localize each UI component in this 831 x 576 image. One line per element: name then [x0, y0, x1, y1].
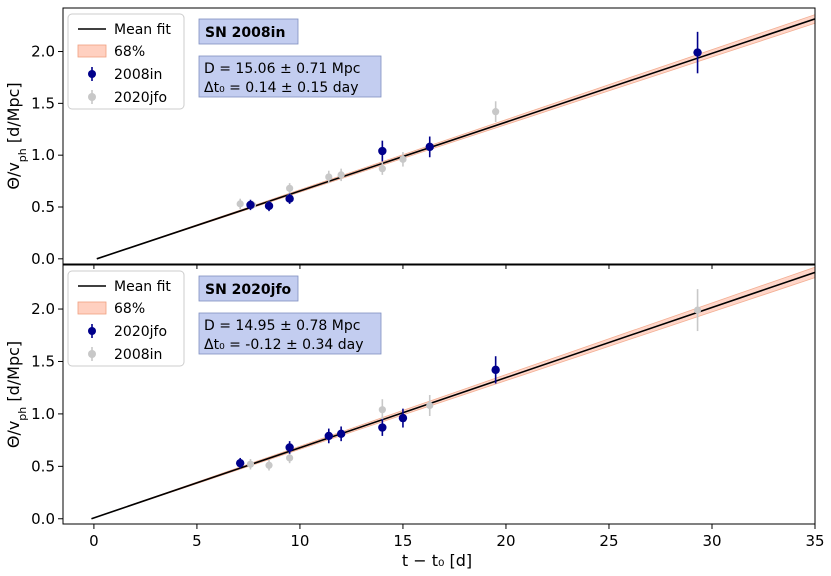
series-2020jfo: [235, 356, 500, 469]
series-2020jfo: [236, 101, 500, 210]
x-tick-label: 10: [290, 532, 309, 550]
legend-label: 2020jfo: [114, 324, 167, 340]
legend-label: 2008in: [114, 347, 162, 363]
legend-label: Mean fit: [114, 279, 171, 295]
legend-band-swatch: [77, 301, 107, 315]
data-point: [246, 200, 255, 210]
data-point: [399, 155, 407, 163]
data-point: [264, 201, 274, 211]
data-point: [378, 423, 387, 432]
data-point: [693, 48, 702, 57]
data-point: [325, 173, 333, 181]
x-axis-label: t − t₀ [d]: [402, 551, 472, 570]
plot-area: [96, 14, 815, 260]
y-axis-label: Θ/vph [d/Mpc]: [4, 82, 29, 189]
time-offset-result: Δt₀ = -0.12 ± 0.34 day: [204, 337, 364, 353]
data-point: [246, 460, 255, 468]
data-point: [286, 454, 294, 462]
y-tick-label: 1.5: [31, 94, 55, 112]
axes-frame: [62, 264, 816, 525]
legend-label: Mean fit: [114, 22, 171, 38]
y-tick-label: 0.5: [31, 457, 55, 475]
x-tick-label: 20: [496, 532, 515, 550]
data-point: [398, 413, 408, 423]
data-point: [285, 443, 294, 452]
data-point: [378, 165, 386, 173]
legend-box: [67, 270, 185, 367]
bottom-panel-sn2020jfo: 0.0 0.5 1.0 1.5 2.0 0 5 10 15 20 25 30 35 Θ/vph [d/Mp…: [4, 264, 825, 550]
data-point: [336, 429, 346, 439]
legend-band-swatch: [77, 44, 107, 58]
data-point: [426, 401, 434, 410]
series-2008in: [246, 289, 702, 471]
plot-area: [91, 266, 815, 520]
data-point: [492, 108, 500, 116]
data-point: [286, 184, 294, 192]
y-axis-label: Θ/vph [d/Mpc]: [4, 341, 29, 448]
legend-label: 68%: [114, 301, 145, 317]
legend-label: 2020jfo: [114, 90, 167, 106]
legend-secondary-marker: [88, 93, 96, 101]
y-tick-label: 2.0: [31, 43, 55, 61]
legend-secondary-marker: [88, 350, 96, 358]
fit-result-box: [198, 312, 382, 355]
data-point: [235, 458, 245, 468]
data-point: [378, 146, 387, 156]
x-tick-label: 30: [702, 532, 721, 550]
y-tick-label: 1.5: [31, 352, 55, 370]
time-offset-result: Δt₀ = 0.14 ± 0.15 day: [204, 80, 359, 96]
y-tick-label: 1.0: [31, 405, 55, 423]
legend-primary-marker: [88, 70, 96, 78]
sn-title-box: [198, 275, 299, 302]
x-tick-label: 5: [192, 532, 202, 550]
y-tick-label: 1.0: [31, 146, 55, 164]
x-tick-label: 35: [805, 532, 824, 550]
distance-result: D = 14.95 ± 0.78 Mpc: [204, 318, 360, 334]
x-tick-label: 15: [393, 532, 412, 550]
data-point: [337, 171, 345, 179]
data-point: [265, 461, 273, 469]
y-tick-label: 0.5: [31, 198, 55, 216]
data-point: [324, 431, 333, 441]
mean-fit-line: [91, 271, 815, 520]
shared-labels: t − t₀ [d]: [402, 551, 472, 570]
data-point: [378, 406, 386, 414]
data-point: [693, 306, 702, 314]
series-2008in: [246, 31, 702, 212]
mean-fit-line: [96, 18, 815, 260]
sn-title: SN 2008in: [205, 25, 285, 41]
legend-label: 2008in: [114, 67, 162, 83]
legend-primary-marker: [88, 327, 96, 335]
data-point: [425, 142, 434, 152]
sn-title-box: [198, 18, 299, 45]
x-tick-label: 0: [89, 532, 99, 550]
x-tick-label: 25: [599, 532, 618, 550]
y-tick-label: 0.0: [31, 250, 55, 268]
distance-result: D = 15.06 ± 0.71 Mpc: [204, 61, 360, 77]
legend-box: [67, 13, 185, 110]
sn-title: SN 2020jfo: [205, 282, 292, 298]
fit-result-box: [198, 55, 382, 98]
data-point: [236, 200, 244, 208]
y-tick-label: 2.0: [31, 300, 55, 318]
y-tick-label: 0.0: [31, 510, 55, 528]
data-point: [285, 194, 294, 203]
top-panel-sn2008in: 0.0 0.5 1.0 1.5 2.0 Θ/vph [d/Mpc] Mean fit 68% 2…: [4, 7, 816, 269]
data-point: [491, 365, 500, 375]
legend-label: 68%: [114, 44, 145, 60]
axes-frame: [62, 7, 816, 265]
